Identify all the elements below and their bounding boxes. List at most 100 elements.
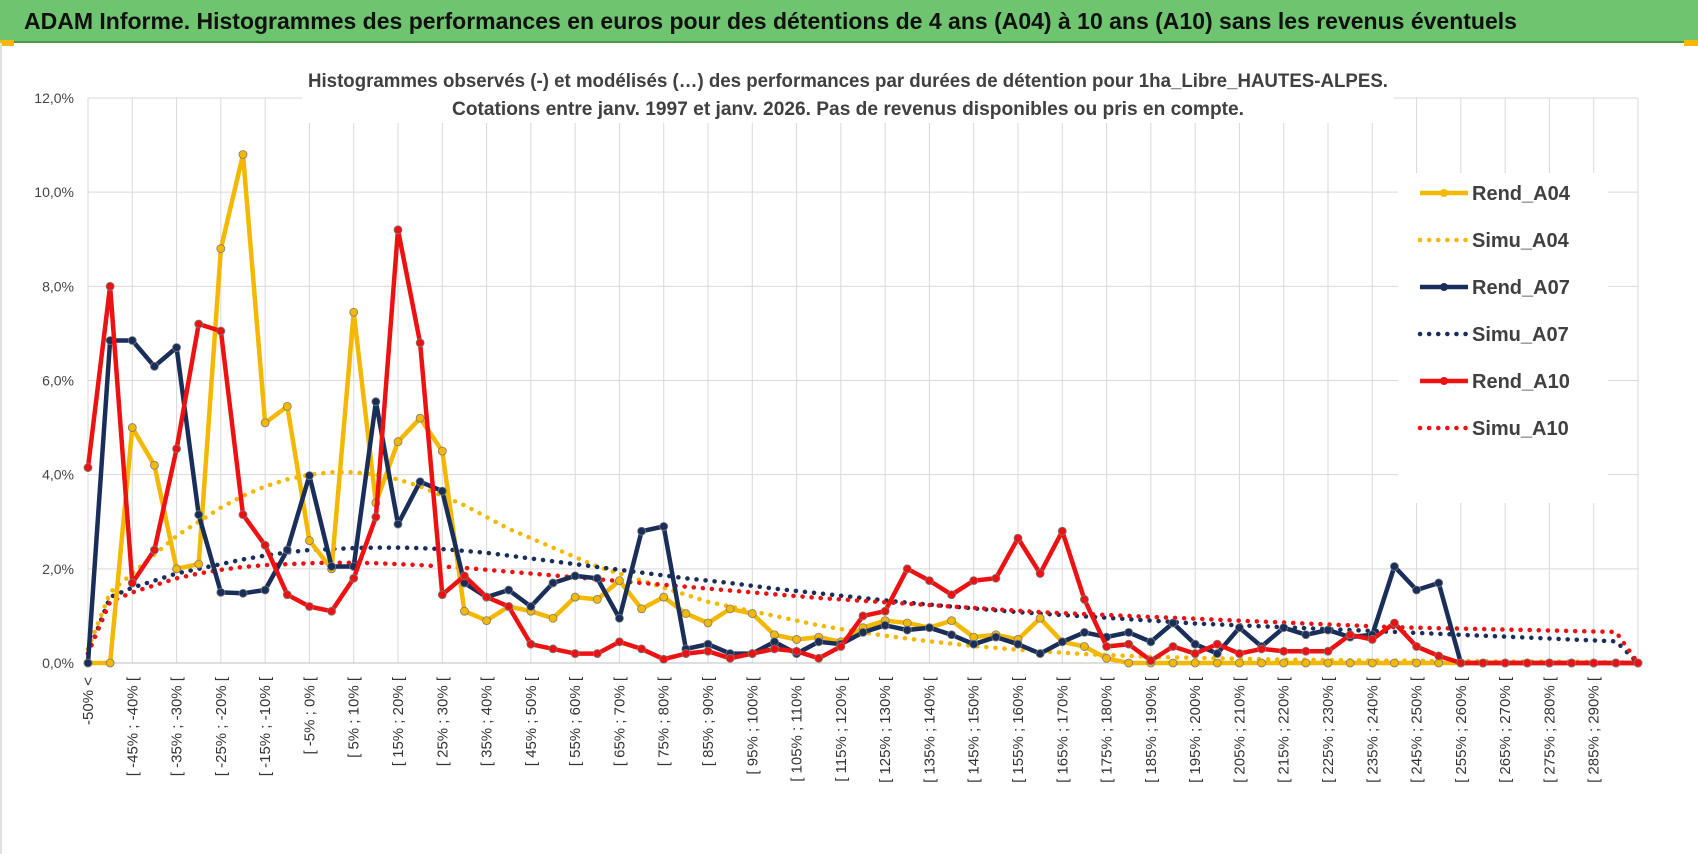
data-point-Rend_A04 (238, 150, 248, 159)
data-point-Rend_A07 (592, 573, 602, 583)
data-point-Rend_A07 (282, 545, 292, 555)
data-point-Rend_A04 (1190, 658, 1200, 668)
x-axis: -50% < [ -45% ; -40% [[ -35% ; -30% [[ -2… (80, 662, 1638, 783)
data-point-Rend_A10 (947, 590, 956, 600)
chart-title-box: Histogrammes observés (-) et modélisés (… (302, 61, 1394, 123)
data-point-Rend_A10 (83, 463, 93, 473)
data-point-Rend_A10 (1545, 658, 1554, 668)
data-point-Rend_A10 (1412, 642, 1421, 651)
chart-title-background (302, 61, 1394, 123)
data-point-Rend_A04 (681, 609, 691, 618)
data-point-Rend_A04 (349, 307, 359, 317)
data-point-Rend_A10 (1146, 656, 1156, 666)
data-point-Rend_A10 (814, 653, 824, 663)
data-point-Rend_A10 (1589, 658, 1599, 668)
x-tick-label: [ 195% ; 200% [ (1187, 676, 1204, 783)
data-point-Rend_A07 (194, 510, 204, 520)
data-point-Rend_A04 (615, 576, 624, 586)
data-point-Rend_A10 (747, 649, 757, 658)
data-point-Rend_A10 (1080, 595, 1089, 604)
data-point-Rend_A10 (548, 644, 558, 654)
data-point-Rend_A04 (703, 618, 713, 628)
data-point-Rend_A04 (1212, 658, 1222, 668)
data-point-Rend_A07 (1279, 623, 1289, 633)
data-point-Rend_A07 (548, 578, 558, 588)
data-point-Rend_A10 (615, 637, 624, 647)
data-point-Rend_A07 (615, 613, 624, 623)
x-tick-label: [ 245% ; 250% [ (1409, 676, 1426, 783)
data-point-Rend_A04 (659, 592, 669, 602)
data-point-Rend_A04 (792, 635, 801, 644)
data-point-Rend_A10 (1168, 642, 1178, 651)
data-point-Rend_A10 (1367, 635, 1377, 644)
x-tick-label: [ 105% ; 110% [ (789, 676, 806, 782)
data-point-Rend_A04 (216, 244, 226, 254)
data-point-Rend_A10 (150, 545, 159, 555)
data-point-Rend_A10 (327, 606, 336, 616)
data-point-Rend_A07 (415, 477, 425, 487)
data-point-Rend_A10 (282, 590, 292, 600)
data-point-Rend_A04 (393, 437, 403, 447)
data-point-Rend_A07 (371, 397, 381, 407)
legend-background (1398, 173, 1608, 503)
data-point-Rend_A07 (1434, 578, 1444, 588)
data-point-Rend_A04 (260, 418, 270, 428)
data-point-Rend_A04 (725, 604, 735, 614)
data-point-Rend_A07 (1124, 627, 1134, 637)
data-point-Rend_A04 (548, 613, 558, 623)
data-point-Rend_A07 (858, 627, 868, 637)
data-point-Rend_A07 (1390, 562, 1399, 571)
x-tick-label: [ 165% ; 170% [ (1054, 676, 1071, 783)
x-tick-label: [ 175% ; 180% [ (1099, 676, 1116, 783)
data-point-Rend_A04 (194, 559, 204, 569)
data-point-Rend_A07 (1146, 637, 1156, 647)
x-tick-label: [ 15% ; 20% [ (390, 676, 407, 766)
report-banner-title: ADAM Informe. Histogrammes des performan… (0, 0, 1698, 43)
x-tick-label: [ 135% ; 140% [ (921, 676, 938, 783)
data-point-Rend_A10 (194, 319, 204, 329)
data-point-Rend_A10 (1035, 569, 1045, 578)
data-point-Rend_A10 (1345, 630, 1355, 640)
data-point-Rend_A07 (305, 471, 314, 481)
data-point-Rend_A10 (1301, 646, 1311, 656)
data-point-Rend_A04 (1301, 658, 1311, 668)
data-point-Rend_A10 (792, 646, 801, 656)
data-point-Rend_A07 (150, 361, 159, 371)
data-point-Rend_A04 (1257, 658, 1266, 668)
data-point-Rend_A10 (1102, 642, 1111, 651)
data-point-Rend_A04 (415, 413, 425, 423)
data-point-Rend_A10 (1390, 618, 1399, 628)
data-point-Rend_A07 (637, 526, 646, 536)
x-tick-label: [ 255% ; 260% [ (1453, 676, 1470, 783)
chart-title-line-1: Histogrammes observés (-) et modélisés (… (308, 71, 1388, 92)
x-tick-label: [ 45% ; 50% [ (523, 676, 540, 766)
x-tick-label: [ 115% ; 120% [ (833, 676, 850, 782)
data-point-Rend_A10 (858, 611, 868, 621)
data-point-Rend_A10 (880, 606, 890, 616)
data-point-Rend_A04 (282, 401, 292, 411)
data-point-Rend_A10 (1434, 651, 1444, 661)
series-layer (83, 150, 1643, 668)
x-tick-label: [ 5% ; 10% [ (346, 676, 363, 758)
data-point-Rend_A04 (305, 536, 314, 545)
data-point-Rend_A10 (1013, 533, 1023, 543)
data-point-Rend_A04 (592, 595, 602, 604)
y-tick-label: 2,0% (42, 561, 74, 577)
data-point-Rend_A10 (770, 644, 779, 654)
x-tick-label: [ -35% ; -30% [ (169, 676, 186, 776)
data-point-Rend_A10 (437, 590, 447, 600)
y-tick-label: 0,0% (42, 655, 74, 671)
legend-marker-Rend_A10 (1440, 377, 1448, 385)
corner-accent-right (1684, 40, 1698, 46)
data-point-Rend_A04 (172, 564, 181, 574)
data-point-Rend_A07 (947, 630, 956, 640)
x-tick-label: [ -5% ; 0% [ (301, 676, 318, 754)
data-point-Rend_A10 (969, 576, 979, 586)
data-point-Rend_A04 (747, 609, 757, 618)
data-point-Rend_A04 (1168, 658, 1178, 668)
x-tick-label: [ 185% ; 190% [ (1143, 676, 1160, 783)
x-tick-label: [ 25% ; 30% [ (434, 676, 451, 766)
data-point-Rend_A04 (570, 592, 580, 602)
data-point-Rend_A04 (1124, 658, 1134, 668)
data-point-Rend_A10 (305, 602, 314, 611)
